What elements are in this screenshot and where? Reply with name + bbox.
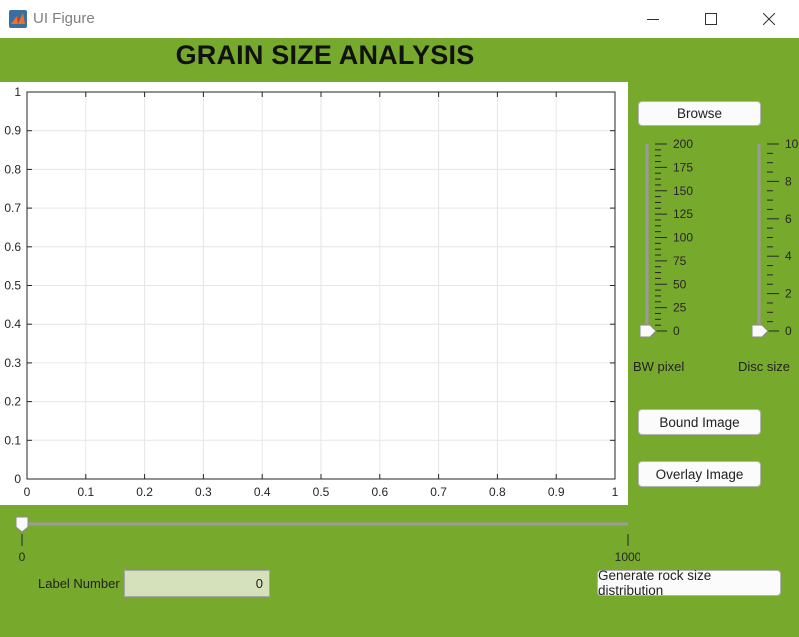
window-title: UI Figure — [33, 10, 95, 27]
matlab-icon — [9, 10, 27, 28]
generate-distribution-button[interactable]: Generate rock size distribution — [597, 568, 781, 598]
slider-tick-label: 0 — [673, 324, 680, 338]
maximize-button[interactable] — [689, 4, 733, 34]
minimize-icon — [647, 19, 659, 20]
slider-tick-label: 0 — [785, 324, 792, 338]
bw-pixel-slider[interactable]: 0 25 50 75 100 125 150 175 200 — [636, 134, 706, 344]
slider-max-label: 1000 — [615, 550, 640, 564]
slider-thumb[interactable] — [15, 516, 29, 533]
slider-thumb[interactable] — [751, 324, 769, 338]
slider-tick-label: 8 — [785, 174, 792, 188]
slider-tick-label: 25 — [673, 301, 687, 315]
browse-button[interactable]: Browse — [638, 101, 761, 126]
label-number-slider[interactable]: 0 1000 — [0, 512, 640, 566]
y-tick-label: 0.7 — [4, 201, 21, 215]
app-heading: GRAIN SIZE ANALYSIS — [175, 40, 475, 70]
maximize-icon — [705, 13, 717, 25]
disc-size-slider[interactable]: 0 2 4 6 8 10 — [748, 134, 799, 344]
x-tick-label: 1 — [612, 485, 619, 499]
slider-tick-label: 6 — [785, 212, 792, 226]
x-tick-label: 0.2 — [136, 485, 153, 499]
close-button[interactable] — [747, 4, 791, 34]
x-tick-label: 0.7 — [430, 485, 447, 499]
slider-tick-label: 175 — [673, 160, 693, 174]
y-tick-label: 0.5 — [4, 279, 21, 293]
x-tick-label: 0.1 — [77, 485, 94, 499]
slider-tick-label: 200 — [673, 137, 693, 151]
window-titlebar: UI Figure — [0, 0, 799, 38]
x-tick-label: 0.9 — [548, 485, 565, 499]
y-tick-label: 0.9 — [4, 124, 21, 138]
y-tick-label: 1 — [14, 85, 21, 99]
slider-tick-label: 150 — [673, 184, 693, 198]
y-tick-label: 0.8 — [4, 162, 21, 176]
slider-tick-label: 75 — [673, 254, 687, 268]
y-tick-label: 0.6 — [4, 240, 21, 254]
disc-size-label: Disc size — [738, 359, 791, 374]
axes-panel — [0, 82, 628, 505]
slider-tick-label: 10 — [785, 137, 799, 151]
slider-track — [757, 144, 761, 331]
slider-tick-label: 100 — [673, 231, 693, 245]
close-icon — [763, 13, 775, 25]
label-number-field[interactable]: 0 — [124, 570, 270, 597]
y-tick-label: 0.2 — [4, 395, 21, 409]
slider-tick-label: 4 — [785, 249, 792, 263]
x-tick-label: 0 — [24, 485, 31, 499]
overlay-image-button[interactable]: Overlay Image — [638, 461, 761, 487]
label-number-label: Label Number — [38, 576, 120, 591]
slider-tick-label: 2 — [785, 287, 792, 301]
x-tick-label: 0.5 — [313, 485, 330, 499]
bound-image-button[interactable]: Bound Image — [638, 409, 761, 435]
slider-track — [645, 144, 649, 331]
slider-tick-label: 50 — [673, 277, 687, 291]
plot-axes[interactable]: 0 0.1 0.2 0.3 0.4 0.5 0.6 0.7 0.8 0.9 1 0 0.1 0.2 0.3 0… — [0, 82, 628, 512]
slider-thumb[interactable] — [639, 324, 657, 338]
y-tick-label: 0 — [14, 472, 21, 486]
slider-min-label: 0 — [19, 550, 26, 564]
x-tick-label: 0.3 — [195, 485, 212, 499]
slider-tick-label: 125 — [673, 207, 693, 221]
minimize-button[interactable] — [631, 4, 675, 34]
y-tick-label: 0.1 — [4, 433, 21, 447]
x-tick-label: 0.6 — [371, 485, 388, 499]
slider-track — [22, 522, 628, 526]
y-tick-label: 0.3 — [4, 356, 21, 370]
bw-pixel-label: BW pixel — [633, 359, 685, 374]
x-tick-label: 0.8 — [489, 485, 506, 499]
y-tick-label: 0.4 — [4, 317, 21, 331]
x-tick-label: 0.4 — [254, 485, 271, 499]
